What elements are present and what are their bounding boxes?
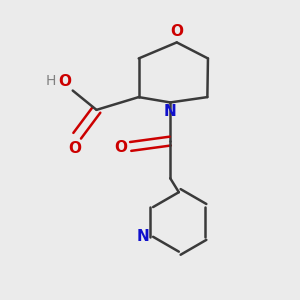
Text: H: H [46, 74, 56, 88]
Text: N: N [137, 229, 149, 244]
Text: O: O [114, 140, 127, 155]
Text: O: O [58, 74, 71, 89]
Text: N: N [164, 104, 177, 119]
Text: O: O [170, 24, 183, 39]
Text: O: O [68, 141, 81, 156]
